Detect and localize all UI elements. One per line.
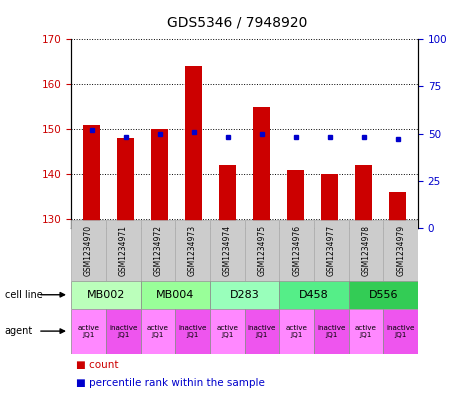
Text: active
JQ1: active JQ1 <box>216 325 238 338</box>
Bar <box>210 309 245 354</box>
Bar <box>106 309 141 354</box>
Text: D283: D283 <box>230 290 259 300</box>
Text: cell line: cell line <box>5 290 42 300</box>
Bar <box>314 309 349 354</box>
Bar <box>349 220 383 281</box>
Bar <box>71 309 106 354</box>
Text: agent: agent <box>5 326 33 336</box>
Bar <box>383 220 418 281</box>
Bar <box>141 281 210 309</box>
Text: inactive
JQ1: inactive JQ1 <box>387 325 415 338</box>
Bar <box>210 281 279 309</box>
Bar <box>71 220 106 281</box>
Text: inactive
JQ1: inactive JQ1 <box>317 325 346 338</box>
Bar <box>175 220 210 281</box>
Bar <box>117 138 134 228</box>
Text: MB002: MB002 <box>87 290 125 300</box>
Text: active
JQ1: active JQ1 <box>355 325 377 338</box>
Bar <box>210 220 245 281</box>
Bar <box>83 125 100 228</box>
Bar <box>245 220 279 281</box>
Bar <box>383 309 418 354</box>
Bar <box>321 174 338 228</box>
Text: GSM1234979: GSM1234979 <box>396 225 405 276</box>
Text: inactive
JQ1: inactive JQ1 <box>109 325 138 338</box>
Bar <box>355 165 372 228</box>
Text: GSM1234978: GSM1234978 <box>361 225 371 276</box>
Bar <box>279 309 314 354</box>
Text: MB004: MB004 <box>156 290 194 300</box>
Text: GSM1234973: GSM1234973 <box>188 225 197 276</box>
Bar <box>219 165 236 228</box>
Bar <box>106 220 141 281</box>
Text: ■ count: ■ count <box>76 360 118 371</box>
Text: active
JQ1: active JQ1 <box>77 325 100 338</box>
Text: GSM1234971: GSM1234971 <box>119 225 128 276</box>
Text: D556: D556 <box>369 290 398 300</box>
Bar <box>141 220 175 281</box>
Bar <box>151 129 168 228</box>
Bar <box>287 169 304 228</box>
Bar <box>185 66 202 228</box>
Bar <box>141 309 175 354</box>
Text: GSM1234977: GSM1234977 <box>327 225 336 276</box>
Text: GSM1234974: GSM1234974 <box>223 225 232 276</box>
Text: GDS5346 / 7948920: GDS5346 / 7948920 <box>167 16 308 30</box>
Text: inactive
JQ1: inactive JQ1 <box>248 325 276 338</box>
Text: D458: D458 <box>299 290 329 300</box>
Bar <box>175 309 210 354</box>
Text: GSM1234976: GSM1234976 <box>292 225 301 276</box>
Bar <box>349 281 418 309</box>
Bar <box>279 220 314 281</box>
Text: active
JQ1: active JQ1 <box>285 325 308 338</box>
Bar <box>245 309 279 354</box>
Bar <box>314 220 349 281</box>
Bar <box>71 281 141 309</box>
Bar <box>389 192 406 228</box>
Bar <box>279 281 349 309</box>
Text: active
JQ1: active JQ1 <box>147 325 169 338</box>
Text: ■ percentile rank within the sample: ■ percentile rank within the sample <box>76 378 265 388</box>
Text: GSM1234970: GSM1234970 <box>84 225 93 276</box>
Bar <box>349 309 383 354</box>
Text: inactive
JQ1: inactive JQ1 <box>179 325 207 338</box>
Text: GSM1234972: GSM1234972 <box>153 225 162 276</box>
Text: GSM1234975: GSM1234975 <box>257 225 266 276</box>
Bar <box>253 107 270 228</box>
